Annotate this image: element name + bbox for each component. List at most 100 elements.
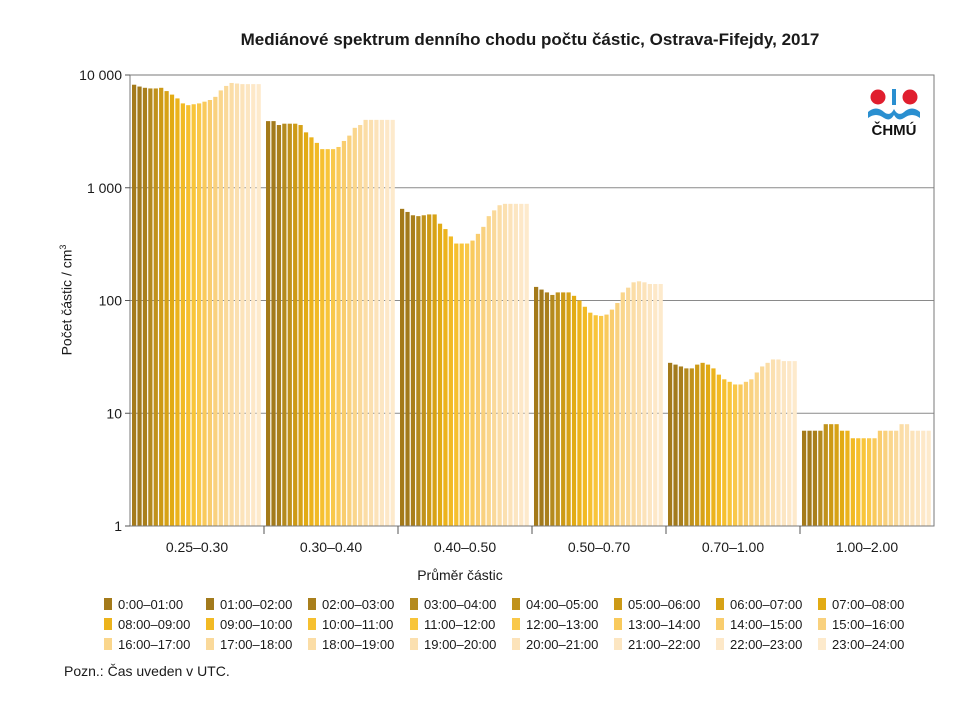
bar [186,105,191,527]
legend-label: 14:00–15:00 [730,616,803,632]
bar [347,135,352,527]
bar [802,430,807,526]
legend-label: 23:00–24:00 [832,636,905,652]
logo-text: ČHMÚ [871,122,917,139]
legend-item: 02:00–03:00 [308,596,394,612]
legend-item: 01:00–02:00 [206,596,292,612]
bar [405,211,410,526]
y-tick-label: 1 000 [87,180,122,196]
legend-swatch [104,638,112,650]
legend-swatch [308,618,316,630]
y-tick-label: 10 000 [79,67,122,83]
legend-item: 12:00–13:00 [512,616,598,632]
bar [454,243,459,527]
legend-item: 20:00–21:00 [512,636,598,652]
bar [245,84,250,527]
bar [754,372,759,526]
legend-swatch [410,598,418,610]
legend-item: 17:00–18:00 [206,636,292,652]
legend-label: 01:00–02:00 [220,596,293,612]
chmu-logo: ČHMÚ [866,88,922,148]
bar [593,315,598,526]
bar [738,384,743,526]
legend-label: 17:00–18:00 [220,636,293,652]
bar [191,104,196,527]
bar [513,203,518,526]
x-tick-label: 0.40–0.50 [434,539,496,555]
bar [689,368,694,526]
legend-label: 19:00–20:00 [424,636,497,652]
bar [626,287,631,526]
bar [218,90,223,526]
legend-item: 07:00–08:00 [818,596,904,612]
bar [845,430,850,526]
legend-item: 09:00–10:00 [206,616,292,632]
bar [432,214,437,527]
footnote: Pozn.: Čas uveden v UTC. [64,663,230,679]
legend-swatch [308,598,316,610]
bar [374,119,379,527]
bar [341,140,347,526]
bar [524,203,529,526]
bar [352,127,357,526]
bar [658,284,663,526]
bar [582,306,587,526]
x-tick-label: 0.30–0.40 [300,539,362,555]
bar [427,214,432,527]
legend-swatch [512,638,520,650]
bar [636,281,642,526]
bar [743,381,749,526]
legend-label: 04:00–05:00 [526,596,599,612]
bar [615,303,620,526]
legend-swatch [614,638,622,650]
legend-swatch [818,598,826,610]
bar [647,284,652,526]
y-tick-label: 100 [99,293,123,309]
bar [823,424,828,526]
bar [673,364,678,526]
bar [164,91,169,526]
x-axis-label: Průměr částic [417,567,503,583]
bar [180,103,185,526]
legend-label: 20:00–21:00 [526,636,599,652]
bar [132,84,137,526]
bar [631,282,636,526]
bar [459,243,464,527]
bar [175,98,180,526]
bar [234,83,240,526]
legend-item: 0:00–01:00 [104,596,183,612]
legend-item: 22:00–23:00 [716,636,802,652]
bar [604,314,609,526]
legend-label: 18:00–19:00 [322,636,395,652]
bars-layer [132,82,931,527]
bar [400,208,405,526]
bar [271,121,276,527]
bar [765,362,770,526]
legend-swatch [716,638,724,650]
grid-layer [130,187,934,414]
legend-label: 22:00–23:00 [730,636,803,652]
legend-swatch [104,598,112,610]
bar [787,361,792,526]
bar [497,205,502,526]
legend-label: 21:00–22:00 [628,636,701,652]
bar [142,87,148,527]
bar [293,123,298,526]
legend-item: 19:00–20:00 [410,636,496,652]
bar [379,119,384,527]
bar [492,210,497,526]
legend-swatch [308,638,316,650]
bar [829,424,834,526]
legend-item: 14:00–15:00 [716,616,802,632]
legend-swatch [206,618,214,630]
bar [368,119,374,527]
bar [410,215,416,526]
legend-swatch [716,618,724,630]
bar [668,362,673,526]
bar [850,438,855,526]
bar [749,379,754,526]
bar [711,368,716,526]
bar [287,123,292,526]
bar [722,379,727,526]
